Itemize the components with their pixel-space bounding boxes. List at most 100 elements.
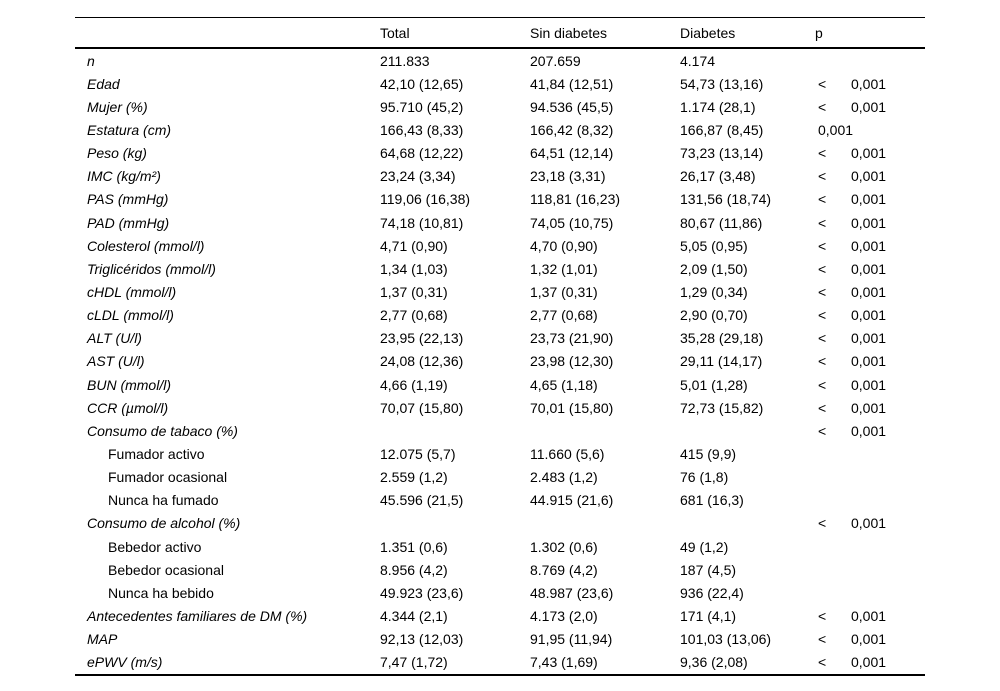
- table-row: cLDL (mmol/l) 2,77 (0,68) 2,77 (0,68) 2,90 …: [75, 304, 925, 327]
- cell-diabetes: 4.174: [680, 52, 716, 69]
- less-than-sign: <: [818, 515, 827, 532]
- table-row: AST (U/l) 24,08 (12,36) 23,98 (12,30) 29,11…: [75, 350, 925, 373]
- cell-p: <0,001: [815, 145, 925, 161]
- cell-p: <0,001: [815, 423, 925, 439]
- cell-diabetes: 1.174 (28,1): [680, 98, 756, 115]
- cell-sin-diabetes: 23,98 (12,30): [530, 353, 614, 370]
- table-row: n 211.833 207.659 4.174: [75, 49, 925, 72]
- less-than-sign: <: [818, 283, 827, 300]
- cell-diabetes: 54,73 (13,16): [680, 75, 764, 92]
- table-row: Consumo de alcohol (%) <0,001: [75, 512, 925, 535]
- table-row: Antecedentes familiares de DM (%) 4.344 (…: [75, 604, 925, 627]
- less-than-sign: <: [818, 307, 827, 324]
- cell-sin-diabetes: 7,43 (1,69): [530, 654, 598, 671]
- p-value: 0,001: [851, 75, 887, 92]
- table-row: Fumador ocasional 2.559 (1,2) 2.483 (1,2) 7…: [75, 466, 925, 489]
- less-than-sign: <: [818, 353, 827, 370]
- row-label: ePWV (m/s): [87, 654, 163, 671]
- cell-sin-diabetes: 4,70 (0,90): [530, 237, 598, 254]
- table-row: Edad 42,10 (12,65) 41,84 (12,51) 54,73 (13,…: [75, 72, 925, 95]
- cell-total: 42,10 (12,65): [380, 75, 464, 92]
- cell-sin-diabetes: 44.915 (21,6): [530, 492, 614, 509]
- less-than-sign: <: [818, 422, 827, 439]
- cell-total: 2,77 (0,68): [380, 307, 448, 324]
- cell-total: 12.075 (5,7): [380, 445, 456, 462]
- row-label: Mujer (%): [87, 98, 148, 115]
- row-label: Fumador ocasional: [108, 469, 228, 486]
- cell-diabetes: 49 (1,2): [680, 538, 729, 555]
- cell-diabetes: 72,73 (15,82): [680, 399, 764, 416]
- cell-diabetes: 9,36 (2,08): [680, 654, 748, 671]
- cell-p: <0,001: [815, 400, 925, 416]
- cell-sin-diabetes: 2,77 (0,68): [530, 307, 598, 324]
- row-label: Nunca ha bebido: [108, 584, 214, 601]
- cell-total: 23,95 (22,13): [380, 330, 464, 347]
- cell-total: 1,34 (1,03): [380, 260, 448, 277]
- cell-total: 24,08 (12,36): [380, 353, 464, 370]
- cell-sin-diabetes: 23,73 (21,90): [530, 330, 614, 347]
- cell-sin-diabetes: 166,42 (8,32): [530, 121, 614, 138]
- table-row: PAD (mmHg) 74,18 (10,81) 74,05 (10,75) 80,6…: [75, 211, 925, 234]
- cell-sin-diabetes: 4,65 (1,18): [530, 376, 598, 393]
- table-row: CCR (µmol/l) 70,07 (15,80) 70,01 (15,80) 72…: [75, 396, 925, 419]
- cell-diabetes: 415 (9,9): [680, 445, 737, 462]
- cell-p: <0,001: [815, 191, 925, 207]
- cell-total: 92,13 (12,03): [380, 631, 464, 648]
- less-than-sign: <: [818, 654, 827, 671]
- cell-total: 1.351 (0,6): [380, 538, 448, 555]
- cell-total: 74,18 (10,81): [380, 214, 464, 231]
- table-row: Nunca ha fumado 45.596 (21,5) 44.915 (21,6…: [75, 489, 925, 512]
- p-value: 0,001: [851, 515, 887, 532]
- table-row: cHDL (mmol/l) 1,37 (0,31) 1,37 (0,31) 1,29 …: [75, 280, 925, 303]
- baseline-characteristics-table: Total Sin diabetes Diabetes p n 211.833 20…: [75, 17, 925, 676]
- cell-total: 95.710 (45,2): [380, 98, 464, 115]
- cell-sin-diabetes: 23,18 (3,31): [530, 168, 606, 185]
- p-value: 0,001: [851, 214, 887, 231]
- row-label: AST (U/l): [87, 353, 145, 370]
- table-row: Bebedor activo 1.351 (0,6) 1.302 (0,6) 49 (…: [75, 535, 925, 558]
- table-row: PAS (mmHg) 119,06 (16,38) 118,81 (16,23) 13…: [75, 188, 925, 211]
- p-value: 0,001: [851, 399, 887, 416]
- p-value: 0,001: [851, 283, 887, 300]
- cell-sin-diabetes: 94.536 (45,5): [530, 98, 614, 115]
- p-value: 0,001: [851, 422, 887, 439]
- row-label: MAP: [87, 631, 118, 648]
- less-than-sign: <: [818, 98, 827, 115]
- table-row: ePWV (m/s) 7,47 (1,72) 7,43 (1,69) 9,36 (2,…: [75, 651, 925, 674]
- cell-p: 0,001: [815, 122, 925, 138]
- header-p: p: [815, 24, 823, 41]
- cell-sin-diabetes: 70,01 (15,80): [530, 399, 614, 416]
- less-than-sign: <: [818, 237, 827, 254]
- p-value: 0,001: [851, 607, 887, 624]
- p-value: 0,001: [851, 260, 887, 277]
- cell-p: <0,001: [815, 654, 925, 670]
- row-label: Consumo de tabaco (%): [87, 422, 238, 439]
- less-than-sign: <: [818, 145, 827, 162]
- cell-p: <0,001: [815, 330, 925, 346]
- less-than-sign: <: [818, 260, 827, 277]
- table-row: Bebedor ocasional 8.956 (4,2) 8.769 (4,2) 1…: [75, 558, 925, 581]
- cell-diabetes: 2,90 (0,70): [680, 307, 748, 324]
- p-value: 0,001: [851, 98, 887, 115]
- p-value: 0,001: [851, 654, 887, 671]
- cell-sin-diabetes: 11.660 (5,6): [530, 445, 605, 462]
- row-label: Edad: [87, 75, 120, 92]
- less-than-sign: <: [818, 330, 827, 347]
- p-value: 0,001: [851, 330, 887, 347]
- row-label: Triglicéridos (mmol/l): [87, 260, 216, 277]
- less-than-sign: <: [818, 168, 827, 185]
- row-label: Antecedentes familiares de DM (%): [87, 607, 308, 624]
- less-than-sign: <: [818, 214, 827, 231]
- row-label: PAD (mmHg): [87, 214, 170, 231]
- cell-p: <0,001: [815, 99, 925, 115]
- cell-diabetes: 5,01 (1,28): [680, 376, 748, 393]
- less-than-sign: <: [818, 399, 827, 416]
- cell-diabetes: 131,56 (18,74): [680, 191, 772, 208]
- header-diabetes: Diabetes: [680, 24, 736, 41]
- cell-p: <0,001: [815, 608, 925, 624]
- cell-diabetes: 5,05 (0,95): [680, 237, 748, 254]
- row-label: Consumo de alcohol (%): [87, 515, 241, 532]
- table-row: MAP 92,13 (12,03) 91,95 (11,94) 101,03 (13,…: [75, 628, 925, 651]
- row-label: IMC (kg/m²): [87, 168, 161, 185]
- cell-total: 166,43 (8,33): [380, 121, 464, 138]
